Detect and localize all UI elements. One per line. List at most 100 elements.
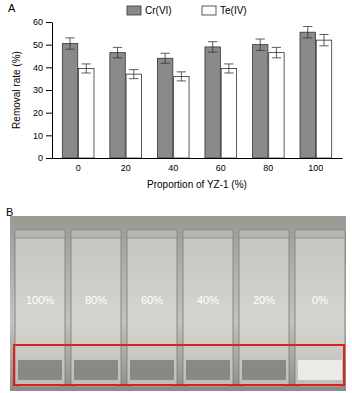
series — [62, 27, 315, 158]
vial — [15, 234, 65, 387]
x-tick-label: 0 — [76, 163, 81, 173]
sediment — [186, 360, 230, 380]
vial-label: 100% — [26, 294, 54, 306]
error-bar — [129, 70, 138, 79]
vial — [71, 234, 121, 387]
y-tick-label: 30 — [33, 85, 43, 95]
y-tick-mark — [46, 22, 52, 23]
y-tick-label: 20 — [33, 108, 43, 118]
vial-label: 0% — [312, 294, 328, 306]
vial-label: 60% — [141, 294, 163, 306]
x-axis-line — [53, 158, 343, 159]
y-tick: 30 — [33, 85, 52, 95]
figure: 0 10 20 30 40 50 60 0 20 40 60 80 100 Proportion of Y… — [0, 0, 352, 393]
error-bar — [113, 47, 122, 57]
y-tick-mark — [46, 158, 52, 159]
photo: 100% 80% 60% 40% 20% 0% — [10, 216, 346, 391]
highlight-box — [14, 345, 344, 385]
y-tick-label: 40 — [33, 63, 43, 73]
vial-cap — [295, 230, 345, 238]
bar — [252, 45, 267, 158]
bar — [221, 68, 236, 158]
y-tick: 20 — [33, 108, 52, 118]
vial — [127, 234, 177, 387]
legend-swatch — [202, 6, 216, 15]
bar — [300, 32, 315, 158]
error-bar — [319, 34, 328, 45]
vial-label: 80% — [85, 294, 107, 306]
vial-cap — [71, 230, 121, 238]
vial — [295, 234, 345, 387]
x-tick: 100 — [308, 158, 323, 173]
x-tick: 60 — [216, 158, 226, 173]
vial-cap — [183, 230, 233, 238]
y-tick: 10 — [33, 131, 52, 141]
bar — [316, 40, 331, 158]
bar — [62, 44, 77, 158]
legend-item: Cr(VI) — [127, 5, 172, 16]
y-tick-label: 50 — [33, 40, 43, 50]
vial-cap — [239, 230, 289, 238]
x-tick-label: 20 — [121, 163, 131, 173]
bar — [269, 53, 284, 158]
y-tick-mark — [46, 90, 52, 91]
y-axis: 0 10 20 30 40 50 60 — [33, 17, 53, 163]
error-bar — [208, 42, 217, 52]
y-tick: 40 — [33, 63, 52, 73]
bar — [110, 53, 125, 158]
sediment — [74, 360, 118, 380]
plot: 0 10 20 30 40 50 60 0 20 40 60 80 100 Proportion of Y… — [11, 17, 343, 190]
error-bar — [272, 47, 281, 57]
y-tick-mark — [46, 135, 52, 136]
y-tick-mark — [46, 45, 52, 46]
y-tick-mark — [46, 67, 52, 68]
bar — [205, 47, 220, 158]
error-bar — [256, 39, 265, 50]
x-tick-label: 100 — [308, 163, 323, 173]
y-tick: 0 — [38, 153, 52, 163]
x-tick: 40 — [168, 158, 178, 173]
legend-label: Cr(VI) — [145, 5, 172, 16]
vial — [239, 234, 289, 387]
error-bar — [303, 27, 312, 38]
y-axis-line — [52, 23, 53, 159]
sediment — [298, 360, 342, 380]
error-bar — [160, 53, 169, 63]
sediment — [242, 360, 286, 380]
x-tick: 80 — [263, 158, 273, 173]
bar — [174, 76, 189, 158]
error-bar — [177, 72, 186, 81]
sediment — [18, 360, 62, 380]
photo-background — [10, 216, 346, 391]
legend-swatch — [127, 6, 141, 15]
vial — [183, 234, 233, 387]
x-tick-label: 60 — [216, 163, 226, 173]
error-bar — [65, 38, 74, 49]
x-tick: 20 — [121, 158, 131, 173]
panel-label: A — [8, 2, 16, 14]
x-axis-title: Proportion of YZ-1 (%) — [147, 179, 247, 190]
series — [79, 34, 332, 158]
bars — [62, 27, 331, 158]
legend-label: Te(IV) — [220, 5, 247, 16]
x-axis: 0 20 40 60 80 100 — [53, 158, 343, 173]
y-tick: 60 — [33, 17, 52, 27]
bar — [157, 58, 172, 158]
y-axis-title: Removal rate (%) — [11, 51, 22, 129]
vial-cap — [127, 230, 177, 238]
vial-label: 20% — [253, 294, 275, 306]
vial-label: 40% — [197, 294, 219, 306]
y-tick-mark — [46, 113, 52, 114]
y-tick: 50 — [33, 40, 52, 50]
x-tick: 0 — [76, 158, 81, 173]
x-tick-label: 40 — [168, 163, 178, 173]
error-bar — [82, 64, 91, 73]
x-tick-label: 80 — [263, 163, 273, 173]
legend: Cr(VI) Te(IV) — [127, 5, 247, 16]
sediment — [130, 360, 174, 380]
y-tick-label: 10 — [33, 131, 43, 141]
bar — [126, 74, 141, 158]
legend-item: Te(IV) — [202, 5, 247, 16]
bar — [79, 68, 94, 158]
vial-cap — [15, 230, 65, 238]
